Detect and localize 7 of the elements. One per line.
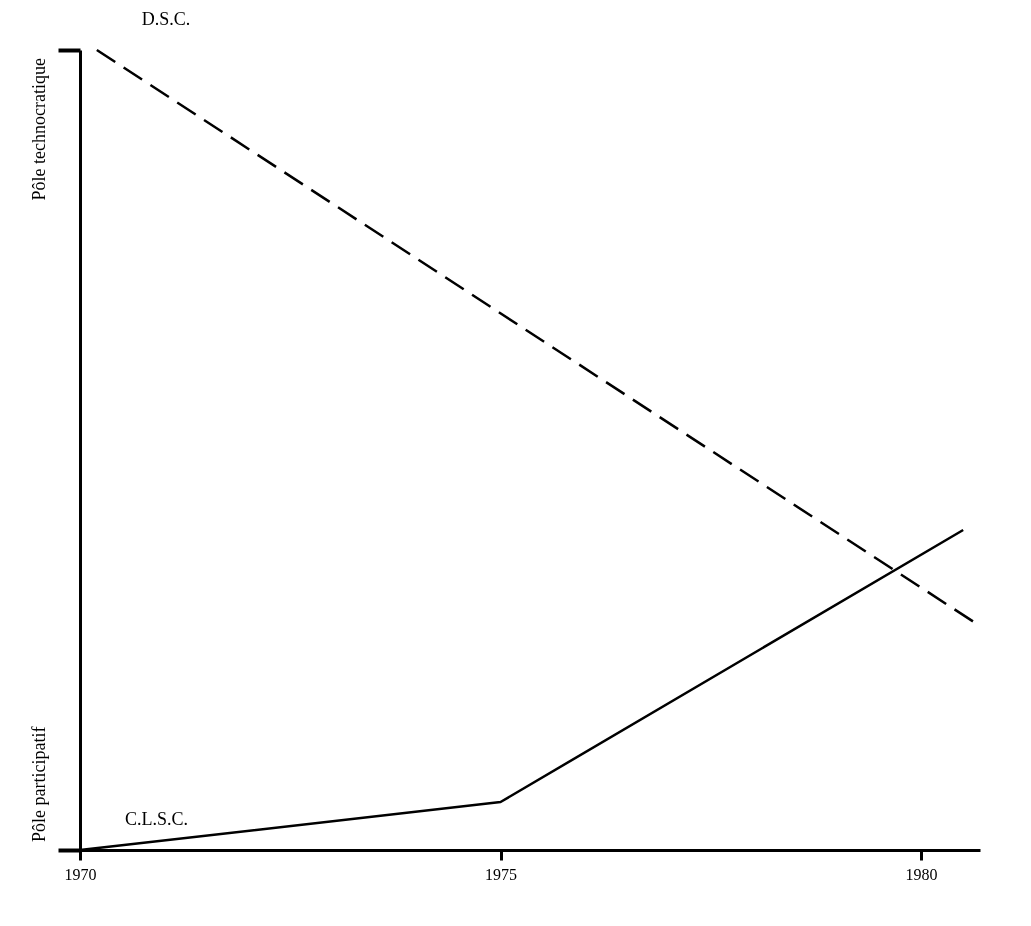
text: Pôle participatif — [29, 726, 49, 842]
text: Pôle technocratique — [29, 58, 49, 201]
x-tick-label: 1975 — [485, 865, 518, 883]
text: D.S.C. — [141, 9, 191, 29]
x-tick-label: 1970 — [64, 865, 97, 883]
series-label: C.L.S.C. — [125, 809, 189, 829]
x-tick-label: 1980 — [905, 865, 938, 883]
